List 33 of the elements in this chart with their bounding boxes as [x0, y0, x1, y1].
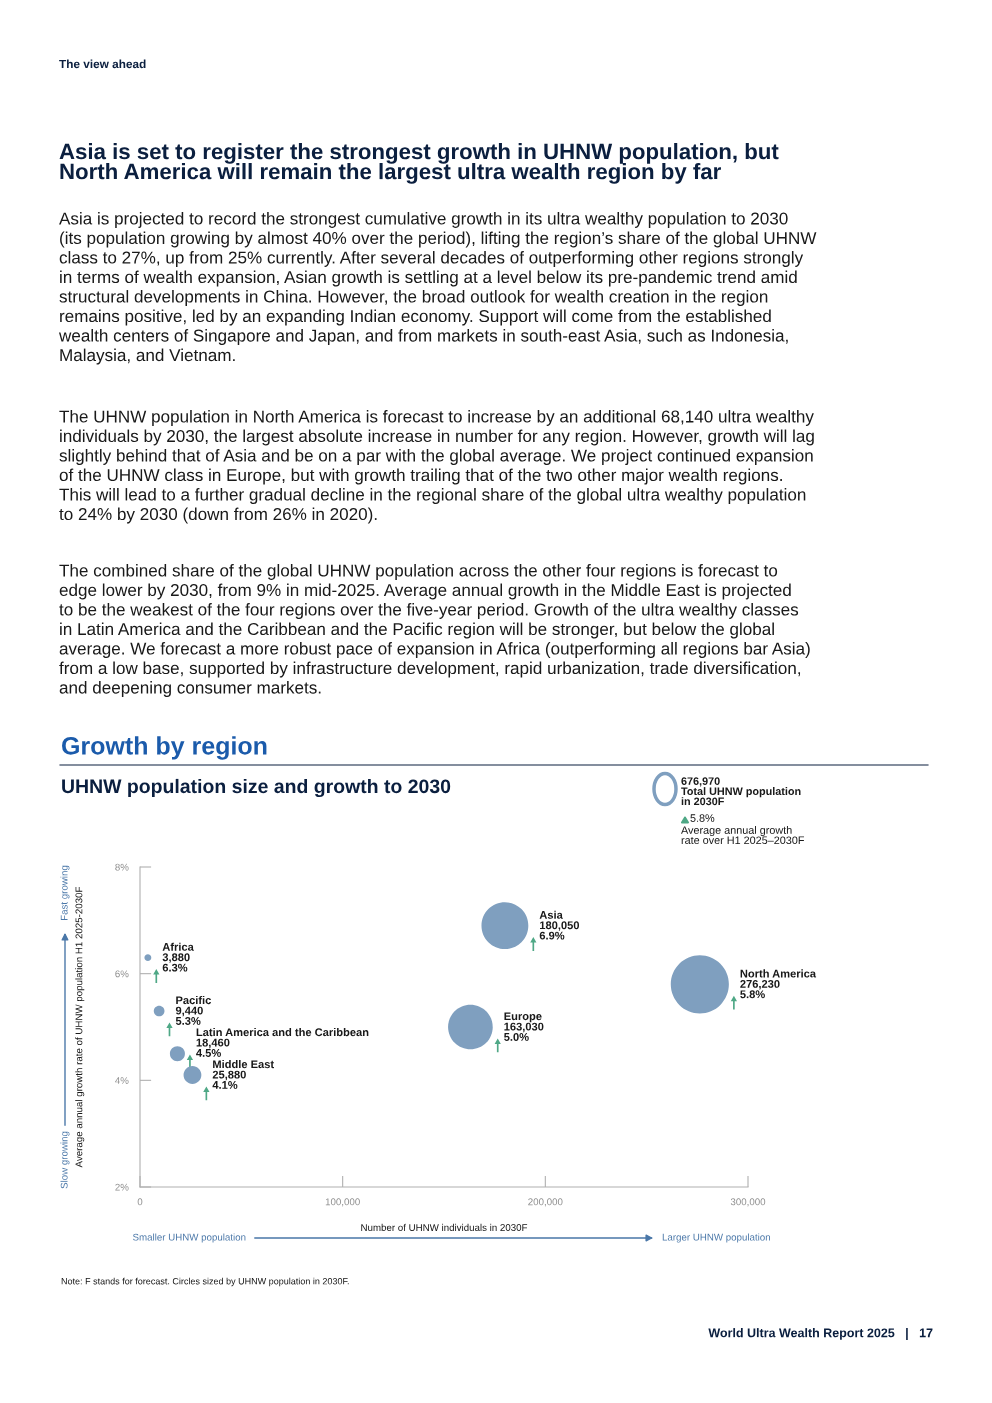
text: Growth by region	[62, 736, 267, 760]
text: Smaller UHNW population	[132, 1233, 246, 1243]
x-tick-label: 0	[137, 1198, 143, 1206]
text: Slow growing	[60, 1131, 70, 1189]
y-tick-label: 2%	[115, 1183, 129, 1191]
x-tick-label: 300,000	[730, 1198, 766, 1207]
text: Larger UHNW population	[662, 1233, 770, 1243]
text: Average annual growth rate over H1 2025–2030F	[681, 826, 805, 845]
data-label: Asia 180,050 6.9%	[539, 910, 580, 940]
text: 5.8%	[690, 814, 715, 822]
text: Asia is projected to record the strongest cumulative growth in its ultra wealthy population to 2030 (its population growing by almost 40% over the period), lifting the region’s share of the global UHNW class to 27%, up from 25% currently. After several decades of outperforming other regions strongly in terms of wealth expansion, Asian growth is settling at a level below its pre-pandemic trend amid structural developments in China. However, the broad outlook for wealth creation in the region remains positive, led by an expanding Indian economy. Support will come from the established wealth centers of Singapore and Japan, and from markets in south-east Asia, such as Indonesia, Malaysia, and Vietnam.	[58, 212, 817, 365]
text: 676,970 Total UHNW population in 2030F	[681, 777, 801, 806]
text: Note: F stands for forecast. Circles sized by UHNW population in 2030F.	[61, 1277, 349, 1287]
y-tick-label: 4%	[115, 1077, 129, 1084]
text: Fast growing	[60, 865, 70, 921]
data-label: Latin America and the Caribbean 18,460 4.5%	[196, 1028, 369, 1057]
x-tick-label: 200,000	[528, 1198, 563, 1207]
y-axis-title: Average annual growth rate of UHNW population H1 2025-2030F	[75, 886, 85, 1168]
chart-title: UHNW population size and growth to 2030	[62, 778, 451, 798]
text: Asia is set to register the strongest growth in UHNW population, but North America will remain the largest ultra wealth region by far	[59, 143, 779, 184]
data-label: Africa 3,880 6.3%	[162, 942, 194, 972]
text: The view ahead	[59, 59, 146, 69]
text: World Ultra Wealth Report 2025 | 17	[708, 1328, 933, 1340]
data-label: Pacific 9,440 5.3%	[175, 996, 211, 1025]
text: The UHNW population in North America is forecast to increase by an additional 68,140 ultra wealthy individuals by 2030, the largest absolute increase in number for any region. However, growth will lag slightly behind that of Asia and be on a par with the global average. We project continued expansion of the UHNW class in Europe, but with growth trailing that of the two other major wealth regions. This will lead to a further gradual decline in the regional share of the global ultra wealthy population to 24% by 2030 (down from 26% in 2020).	[59, 410, 814, 524]
x-axis-title: Number of UHNW individuals in 2030F	[361, 1223, 528, 1231]
data-label: Middle East 25,880 4.1%	[212, 1060, 274, 1089]
x-tick-label: 100,000	[325, 1198, 360, 1207]
y-tick-label: 6%	[115, 970, 129, 978]
y-tick-label: 8%	[115, 863, 129, 871]
text: The combined share of the global UHNW population across the other four regions is forecast to edge lower by 2030, from 9% in mid-2025. Average annual growth in the Middle East is projected to be the weakest of the four regions over the five-year period. Growth of the ultra wealthy classes in Latin America and the Caribbean and the Pacific region will be stronger, but below the global average. We forecast a more robust pace of expansion in Africa (outperforming all regions bar Asia) from a low base, supported by infrastructure development, rapid urbanization, trade diversification, and deepening consumer markets.	[59, 564, 810, 698]
data-label: Europe 163,030 5.0%	[504, 1012, 544, 1041]
data-label: North America 276,230 5.8%	[740, 969, 817, 999]
